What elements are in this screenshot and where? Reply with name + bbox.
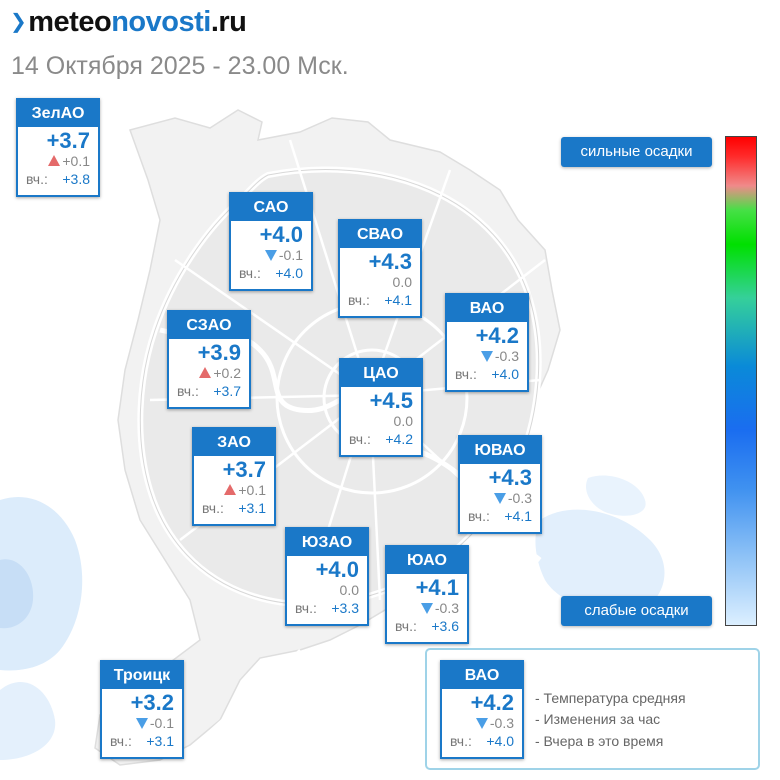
- legend-sample-change: -0.3: [442, 715, 522, 732]
- arrow-down-icon: [135, 718, 148, 729]
- district-temp: +4.1: [415, 575, 459, 600]
- arrow-up-icon: [199, 367, 212, 378]
- district-name: СВАО: [340, 221, 420, 248]
- scale-label-light: слабые осадки: [561, 596, 712, 626]
- district-yesterday: вч.: +4.1: [468, 508, 532, 524]
- district-name: Троицк: [102, 662, 182, 689]
- precip-area-east: [535, 509, 665, 614]
- district-change: 0.0: [393, 413, 413, 429]
- district-temp: +3.9: [197, 340, 241, 365]
- legend-line-change: - Изменения за час: [535, 711, 661, 727]
- district-yesterday: вч.: +3.1: [202, 500, 266, 516]
- district-name: ЗелАО: [18, 100, 98, 127]
- district-yesterday: вч.: +3.8: [26, 171, 90, 187]
- district-temp: +3.2: [130, 690, 174, 715]
- logo-text-novosti: novosti: [111, 6, 211, 38]
- district-card[interactable]: ЮВАО +4.3 -0.3 вч.: +4.1: [458, 435, 542, 534]
- district-card[interactable]: СВАО +4.3 0.0 вч.: +4.1: [338, 219, 422, 318]
- district-yesterday: вч.: +4.0: [239, 265, 303, 281]
- district-yesterday: вч.: +3.6: [395, 618, 459, 634]
- district-card[interactable]: ВАО +4.2 -0.3 вч.: +4.0: [445, 293, 529, 392]
- arrow-down-icon: [264, 250, 277, 261]
- district-name: ЮЗАО: [287, 529, 367, 556]
- district-yesterday: вч.: +3.7: [177, 383, 241, 399]
- precip-area-east2: [585, 475, 646, 516]
- district-name: ЗАО: [194, 429, 274, 456]
- district-temp: +4.2: [475, 323, 519, 348]
- logo-text-meteo: meteo: [28, 6, 112, 38]
- district-yesterday: вч.: +4.0: [455, 366, 519, 382]
- arrow-down-icon: [420, 603, 433, 614]
- precip-area-southwest: [0, 681, 56, 760]
- district-card[interactable]: СЗАО +3.9 +0.2 вч.: +3.7: [167, 310, 251, 409]
- logo-text-domain: .ru: [210, 6, 247, 38]
- district-name: ЮАО: [387, 547, 467, 574]
- district-name: САО: [231, 194, 311, 221]
- district-temp: +4.5: [369, 388, 413, 413]
- logo-chevron-icon: ❯: [10, 11, 27, 33]
- district-change: 0.0: [392, 274, 412, 290]
- district-card[interactable]: ЗелАО +3.7 +0.1 вч.: +3.8: [16, 98, 100, 197]
- report-datetime: 14 Октября 2025 - 23.00 Мск.: [11, 52, 349, 80]
- district-temp: +3.7: [46, 128, 90, 153]
- arrow-up-icon: [224, 484, 237, 495]
- legend-line-temp: - Температура средняя: [535, 690, 686, 706]
- district-card[interactable]: ЦАО +4.5 0.0 вч.: +4.2: [339, 358, 423, 457]
- district-change: +0.2: [169, 365, 249, 382]
- district-name: ЦАО: [341, 360, 421, 387]
- district-temp: +3.7: [222, 457, 266, 482]
- precipitation-scale: [725, 136, 757, 626]
- district-card[interactable]: ЮАО +4.1 -0.3 вч.: +3.6: [385, 545, 469, 644]
- district-card[interactable]: ЮЗАО +4.0 0.0 вч.: +3.3: [285, 527, 369, 626]
- arrow-up-icon: [48, 155, 61, 166]
- district-card[interactable]: САО +4.0 -0.1 вч.: +4.0: [229, 192, 313, 291]
- district-temp: +4.0: [259, 222, 303, 247]
- legend-sample-yesterday: вч.: +4.0: [450, 733, 514, 749]
- district-change: -0.3: [447, 348, 527, 365]
- legend-sample-name: ВАО: [442, 662, 522, 689]
- district-name: ВАО: [447, 295, 527, 322]
- district-card[interactable]: Троицк +3.2 -0.1 вч.: +3.1: [100, 660, 184, 759]
- district-temp: +4.3: [488, 465, 532, 490]
- arrow-down-icon: [480, 351, 493, 362]
- legend-sample-card: ВАО +4.2 -0.3 вч.: +4.0: [440, 660, 524, 759]
- district-yesterday: вч.: +4.2: [349, 431, 413, 447]
- district-change: 0.0: [339, 582, 359, 598]
- district-yesterday: вч.: +3.1: [110, 733, 174, 749]
- arrow-down-icon: [475, 718, 488, 729]
- district-temp: +4.3: [368, 249, 412, 274]
- precip-area-west-core: [0, 559, 34, 629]
- legend-sample-temp: +4.2: [470, 690, 514, 715]
- district-change: -0.3: [387, 600, 467, 617]
- arrow-down-icon: [493, 493, 506, 504]
- district-temp: +4.0: [315, 557, 359, 582]
- precip-area-west: [0, 496, 83, 671]
- legend-line-yesterday: - Вчера в это время: [535, 733, 664, 749]
- district-name: СЗАО: [169, 312, 249, 339]
- district-change: -0.1: [231, 247, 311, 264]
- district-change: +0.1: [18, 153, 98, 170]
- district-yesterday: вч.: +4.1: [348, 292, 412, 308]
- district-yesterday: вч.: +3.3: [295, 600, 359, 616]
- scale-label-heavy: сильные осадки: [561, 137, 712, 167]
- site-logo[interactable]: ❯meteonovosti.ru: [10, 6, 247, 39]
- district-name: ЮВАО: [460, 437, 540, 464]
- district-change: -0.1: [102, 715, 182, 732]
- district-change: -0.3: [460, 490, 540, 507]
- district-card[interactable]: ЗАО +3.7 +0.1 вч.: +3.1: [192, 427, 276, 526]
- district-change: +0.1: [194, 482, 274, 499]
